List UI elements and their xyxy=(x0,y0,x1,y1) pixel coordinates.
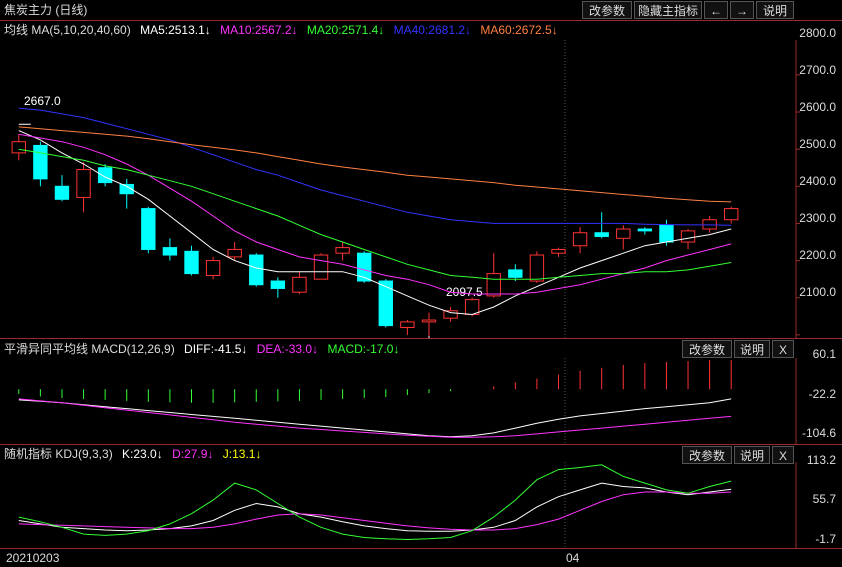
candle-up xyxy=(421,319,437,323)
macd-y-tick: -22.2 xyxy=(808,387,836,401)
x-axis-start-label: 20210203 xyxy=(6,551,60,565)
candle-down xyxy=(162,247,178,256)
k-value: K:23.0↓ xyxy=(122,447,163,461)
diff-value: DIFF:-41.5↓ xyxy=(184,342,248,356)
ma-ma10-line xyxy=(18,133,732,295)
ma40-value: MA40:2681.2↓ xyxy=(393,23,471,37)
ma-ma40-line xyxy=(18,107,732,226)
candle-up xyxy=(680,230,696,243)
ma10-value: MA10:2567.2↓ xyxy=(220,23,298,37)
candle-down xyxy=(378,280,393,327)
ma-ma60-line xyxy=(18,126,732,203)
kdj-y-tick: 113.2 xyxy=(806,453,836,467)
kdj-close-button[interactable]: X xyxy=(772,446,794,464)
candle-up xyxy=(227,248,242,258)
kdj-y-tick: -1.7 xyxy=(815,532,836,546)
macd-edit-params-button[interactable]: 改参数 xyxy=(682,340,732,358)
y-tick-label: 2600.0 xyxy=(799,100,836,114)
low-annotation: 2097.5 xyxy=(446,285,483,299)
high-annotation: 2667.0 xyxy=(24,94,61,108)
kdj-legend-title: 随机指标 KDJ(9,3,3) xyxy=(4,447,113,461)
candle-down xyxy=(594,232,609,237)
x-axis-month-label: 04 xyxy=(566,551,580,565)
candle-down xyxy=(97,167,113,184)
kdj-edit-params-button[interactable]: 改参数 xyxy=(682,446,732,464)
y-tick-label: 2200.0 xyxy=(799,248,836,262)
macd-help-button[interactable]: 说明 xyxy=(734,340,770,358)
right-arrow-button[interactable]: → xyxy=(730,1,754,19)
help-button[interactable]: 说明 xyxy=(756,1,794,19)
d-value: D:27.9↓ xyxy=(172,447,214,461)
macd-y-tick: -104.6 xyxy=(801,426,836,440)
edit-params-button[interactable]: 改参数 xyxy=(582,1,632,19)
candle-up xyxy=(486,273,501,297)
candle-up xyxy=(443,310,458,319)
j-value: J:13.1↓ xyxy=(222,447,262,461)
candle-down xyxy=(357,252,372,282)
kdj-k-line xyxy=(18,482,732,532)
candle-down xyxy=(637,228,653,232)
candle-up xyxy=(702,219,717,230)
y-tick-label: 2300.0 xyxy=(799,211,836,225)
y-tick-label: 2500.0 xyxy=(799,137,836,151)
kdj-j-line xyxy=(18,464,732,541)
candle-down xyxy=(141,208,156,250)
ma20-value: MA20:2571.4↓ xyxy=(306,23,385,37)
candle-down xyxy=(54,185,70,200)
macd-legend: 平滑异同平均线 MACD(12,26,9) DIFF:-41.5↓ DEA:-3… xyxy=(4,339,405,359)
candle-up xyxy=(11,141,26,154)
y-tick-label: 2100.0 xyxy=(799,285,836,299)
kdj-d-line xyxy=(18,491,732,531)
candle-down xyxy=(119,183,134,195)
candle-down xyxy=(33,144,48,180)
candle-up xyxy=(529,254,545,282)
kdj-legend: 随机指标 KDJ(9,3,3) K:23.0↓ D:27.9↓ J:13.1↓ xyxy=(4,444,267,464)
ma-ma20-line xyxy=(18,148,732,280)
hide-main-indicator-button[interactable]: 隐藏主指标 xyxy=(634,1,702,19)
dea-value: DEA:-33.0↓ xyxy=(256,342,319,356)
candle-up xyxy=(400,321,415,328)
candle-down xyxy=(659,224,674,243)
ma-ma5-line xyxy=(18,130,732,316)
candle-up xyxy=(76,169,91,198)
candle-down xyxy=(249,254,264,286)
macd-close-button[interactable]: X xyxy=(772,340,794,358)
ma-legend-title: 均线 MA(5,10,20,40,60) xyxy=(4,23,131,37)
candle-up xyxy=(292,276,307,293)
candle-up xyxy=(572,232,588,247)
candle-up xyxy=(335,247,350,254)
macd-chart[interactable] xyxy=(0,358,842,444)
candle-up xyxy=(724,208,739,221)
candle-down xyxy=(184,250,199,275)
ma5-value: MA5:2513.1↓ xyxy=(140,23,211,37)
y-tick-label: 2700.0 xyxy=(799,63,836,77)
left-arrow-button[interactable]: ← xyxy=(704,1,728,19)
macd-y-tick: 60.1 xyxy=(812,347,836,361)
ma60-value: MA60:2672.5↓ xyxy=(480,23,558,37)
kdj-y-tick: 55.7 xyxy=(812,492,836,506)
macd-diff-line xyxy=(18,398,732,438)
candle-up xyxy=(313,254,329,280)
candle-down xyxy=(270,280,286,289)
candle-up xyxy=(464,299,480,315)
macd-value: MACD:-17.0↓ xyxy=(327,342,400,356)
candle-up xyxy=(551,248,566,254)
candle-down xyxy=(508,269,523,278)
y-tick-label: 2400.0 xyxy=(799,174,836,188)
ma-legend: 均线 MA(5,10,20,40,60) MA5:2513.1↓ MA10:25… xyxy=(4,20,564,40)
kdj-help-button[interactable]: 说明 xyxy=(734,446,770,464)
chart-title: 焦炭主力 (日线) xyxy=(4,3,88,17)
kdj-chart[interactable] xyxy=(0,462,842,548)
y-tick-label: 2800.0 xyxy=(799,26,836,40)
candle-up xyxy=(205,260,221,276)
price-chart[interactable] xyxy=(0,40,842,338)
macd-dea-line xyxy=(18,398,732,438)
macd-legend-title: 平滑异同平均线 MACD(12,26,9) xyxy=(4,342,175,356)
candle-up xyxy=(616,228,631,239)
